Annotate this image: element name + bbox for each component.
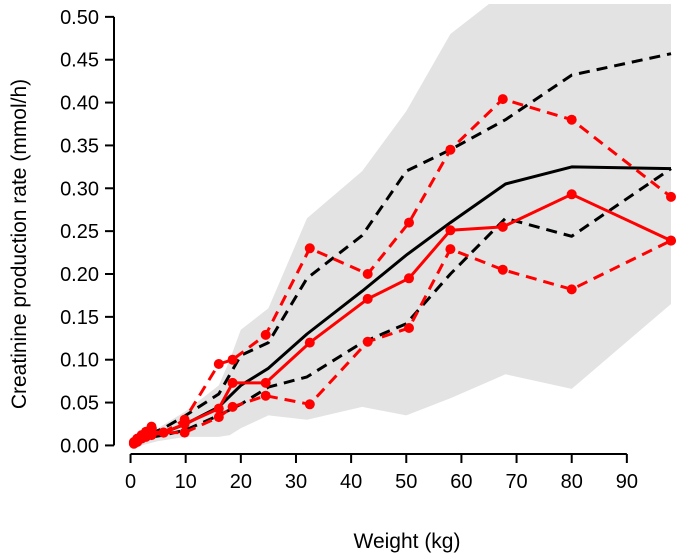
x-axis-label: Weight (kg) bbox=[354, 530, 461, 553]
y-tick-label: 0.30 bbox=[60, 178, 99, 200]
observed-lower-point bbox=[260, 390, 271, 401]
x-tick-label: 80 bbox=[561, 471, 583, 493]
observed-lower-point bbox=[497, 264, 508, 275]
x-tick-label: 90 bbox=[616, 471, 638, 493]
y-tick-label: 0.00 bbox=[60, 435, 99, 457]
observed-upper-point bbox=[666, 191, 676, 202]
observed-upper-point bbox=[179, 414, 190, 425]
x-tick-label: 0 bbox=[125, 471, 136, 493]
observed-lower-point bbox=[158, 427, 169, 438]
prediction-band-area bbox=[135, 4, 671, 446]
x-tick-label: 70 bbox=[505, 471, 527, 493]
observed-lower-point bbox=[566, 284, 577, 295]
y-tick-label: 0.45 bbox=[60, 50, 99, 72]
observed-median-point bbox=[304, 337, 315, 348]
y-tick-label: 0.15 bbox=[60, 307, 99, 329]
y-tick-label: 0.05 bbox=[60, 393, 99, 415]
observed-upper-point bbox=[260, 329, 271, 340]
observed-lower-point bbox=[304, 399, 315, 410]
y-tick-label: 0.50 bbox=[60, 7, 99, 29]
observed-median-point bbox=[404, 273, 414, 284]
observed-lower-line bbox=[133, 239, 672, 446]
observed-median-point bbox=[362, 293, 373, 304]
observed-upper-point bbox=[227, 354, 238, 365]
observed-lower-point bbox=[362, 336, 373, 347]
observed-upper-point bbox=[497, 94, 508, 105]
axes: 0.00 0.05 0.10 0.15 0.20 0.25 0.30 0.35 0.40 0.45… bbox=[60, 7, 638, 493]
y-tick-label: 0.10 bbox=[60, 350, 99, 372]
observed-upper-point bbox=[146, 421, 157, 432]
series-markers bbox=[128, 94, 676, 449]
observed-median-point bbox=[213, 403, 224, 414]
observed-lower-point bbox=[666, 235, 676, 246]
observed-lower-point bbox=[146, 430, 157, 441]
observed-lower-point bbox=[213, 412, 224, 423]
observed-upper-point bbox=[362, 269, 373, 279]
x-tick-label: 40 bbox=[340, 471, 362, 493]
y-tick-label: 0.40 bbox=[60, 93, 99, 115]
observed-median-point bbox=[227, 377, 238, 388]
observed-lower-point bbox=[445, 244, 456, 255]
y-tick-label: 0.20 bbox=[60, 264, 99, 286]
x-tick-label: 10 bbox=[175, 471, 197, 493]
y-tick-label: 0.25 bbox=[60, 221, 99, 243]
observed-upper-point bbox=[566, 114, 577, 125]
observed-lower-point bbox=[404, 323, 414, 333]
y-tick-label: 0.35 bbox=[60, 135, 99, 157]
prediction-interval-band bbox=[135, 4, 671, 446]
x-tick-label: 50 bbox=[395, 471, 417, 493]
observed-lower-point bbox=[179, 427, 190, 438]
observed-upper-point bbox=[445, 144, 456, 155]
x-tick-label: 60 bbox=[450, 471, 472, 493]
x-tick-label: 20 bbox=[230, 471, 252, 493]
observed-upper-point bbox=[304, 243, 315, 254]
observed-median-point bbox=[260, 377, 271, 388]
observed-upper-point bbox=[213, 359, 224, 369]
observed-median-point bbox=[445, 225, 456, 236]
observed-median-point bbox=[566, 189, 577, 200]
observed-lower-point bbox=[227, 401, 238, 412]
x-tick-label: 30 bbox=[285, 471, 307, 493]
y-axis-label: Creatinine production rate (mmol/h) bbox=[8, 79, 31, 409]
observed-upper-point bbox=[404, 217, 414, 228]
observed-median-point bbox=[497, 221, 508, 232]
